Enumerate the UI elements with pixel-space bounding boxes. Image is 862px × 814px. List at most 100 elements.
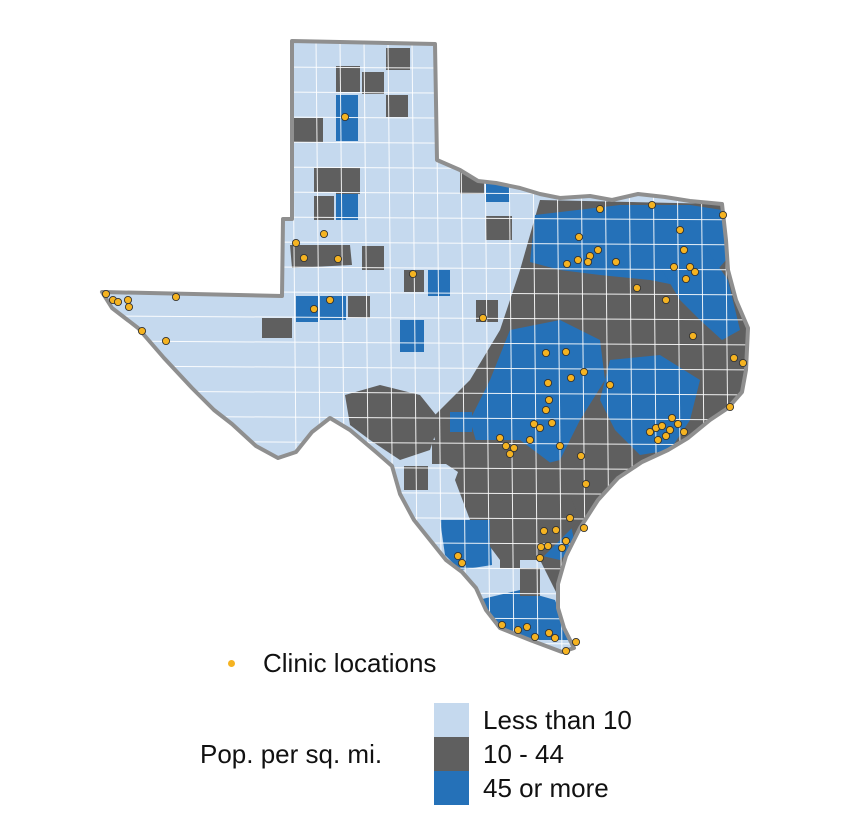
clinic-marker-31 — [690, 267, 700, 277]
clinic-marker-8 — [325, 295, 335, 305]
clinic-marker-12 — [123, 295, 133, 305]
clinic-marker-6 — [408, 269, 418, 279]
clinic-marker-51 — [495, 433, 505, 443]
legend-label-high: 45 or more — [483, 772, 609, 803]
clinic-marker-28 — [611, 257, 621, 267]
clinic-marker-47 — [541, 405, 551, 415]
county-cell-26 — [462, 520, 490, 554]
density-region-lubbock-ring-mid — [290, 245, 352, 268]
clinic-marker-63 — [679, 427, 689, 437]
clinic-marker-75 — [565, 513, 575, 523]
clinic-marker-33 — [632, 283, 642, 293]
clinic-marker-18 — [647, 200, 657, 210]
state-outline — [100, 39, 750, 654]
clinic-marker-21 — [679, 245, 689, 255]
county-cell-19 — [348, 296, 370, 318]
clinic-marker-42 — [543, 378, 553, 388]
swatch-low — [434, 703, 469, 737]
county-cell-21 — [400, 320, 424, 352]
clinic-marker-52 — [501, 441, 511, 451]
clinic-marker-22 — [574, 232, 584, 242]
clinic-marker-7 — [309, 304, 319, 314]
clinic-marker-79 — [497, 620, 507, 630]
clinic-marker-24 — [573, 255, 583, 265]
county-cell-24 — [462, 464, 492, 494]
clinic-marker-70 — [536, 542, 546, 552]
clinic-marker-32 — [681, 274, 691, 284]
clinic-marker-64 — [653, 435, 663, 445]
clinic-marker-84 — [550, 633, 560, 643]
clinic-marker-2 — [291, 238, 301, 248]
clinic-marker-46 — [544, 395, 554, 405]
clinic-marker-86 — [571, 637, 581, 647]
clinic-marker-68 — [539, 526, 549, 536]
county-cell-27 — [500, 540, 520, 568]
clinic-marker-67 — [581, 479, 591, 489]
clinic-marker-71 — [543, 541, 553, 551]
county-cell-2 — [362, 72, 384, 94]
clinic-marker-20 — [675, 225, 685, 235]
clinic-marker-60 — [657, 421, 667, 431]
county-fill-layer — [102, 41, 748, 652]
clinic-marker-29 — [669, 262, 679, 272]
clinic-markers — [101, 112, 748, 656]
clinic-marker-45 — [605, 380, 615, 390]
clinic-marker-19 — [718, 210, 728, 220]
county-cell-20 — [262, 318, 292, 338]
clinic-marker-36 — [729, 353, 739, 363]
county-cell-4 — [386, 95, 408, 117]
clinic-marker-17 — [595, 204, 605, 214]
county-cell-7 — [314, 168, 336, 192]
county-cell-12 — [486, 182, 510, 202]
clinic-dot-icon — [228, 660, 235, 667]
clinic-marker-82 — [530, 632, 540, 642]
county-cell-1 — [336, 66, 360, 92]
clinic-marker-83 — [544, 628, 554, 638]
clinic-marker-26 — [593, 245, 603, 255]
county-border-h — [102, 340, 748, 346]
county-border-h — [102, 315, 748, 321]
clinic-marker-11 — [113, 297, 123, 307]
county-cell-28 — [520, 568, 540, 596]
clinic-marker-48 — [547, 418, 557, 428]
clinic-marker-62 — [673, 419, 683, 429]
county-cell-23 — [432, 440, 460, 464]
clinic-marker-69 — [551, 525, 561, 535]
county-cell-10 — [314, 196, 334, 220]
clinic-marker-58 — [645, 427, 655, 437]
clinic-marker-38 — [725, 402, 735, 412]
county-cell-16 — [428, 270, 450, 296]
swatch-high — [434, 771, 469, 805]
clinic-marker-81 — [522, 622, 532, 632]
swatch-mid — [434, 737, 469, 771]
clinic-marker-1 — [340, 112, 350, 122]
county-cell-17 — [296, 296, 318, 322]
legend-label-low: Less than 10 — [483, 704, 632, 735]
clinic-marker-44 — [579, 367, 589, 377]
clinic-marker-80 — [513, 625, 523, 635]
clinic-marker-50 — [525, 435, 535, 445]
clinic-marker-39 — [478, 313, 488, 323]
clinic-marker-73 — [561, 536, 571, 546]
clinic-legend: Clinic locations — [228, 648, 436, 679]
clinic-marker-66 — [667, 413, 677, 423]
county-cell-3 — [386, 48, 410, 70]
clinic-marker-34 — [661, 295, 671, 305]
clinic-marker-5 — [333, 254, 343, 264]
density-legend-title: Pop. per sq. mi. — [200, 739, 383, 769]
clinic-marker-35 — [688, 331, 698, 341]
clinic-marker-77 — [453, 551, 463, 561]
clinic-marker-27 — [583, 257, 593, 267]
clinic-marker-57 — [576, 451, 586, 461]
clinic-marker-54 — [509, 443, 519, 453]
legend-item-mid: 10 - 44 — [434, 737, 564, 771]
clinic-marker-85 — [561, 646, 571, 656]
county-border-h — [102, 565, 748, 571]
clinic-marker-65 — [661, 431, 671, 441]
clinic-marker-55 — [529, 419, 539, 429]
county-cell-8 — [336, 168, 360, 194]
county-border-h — [102, 390, 748, 396]
clinic-marker-56 — [555, 441, 565, 451]
clinic-marker-4 — [299, 253, 309, 263]
